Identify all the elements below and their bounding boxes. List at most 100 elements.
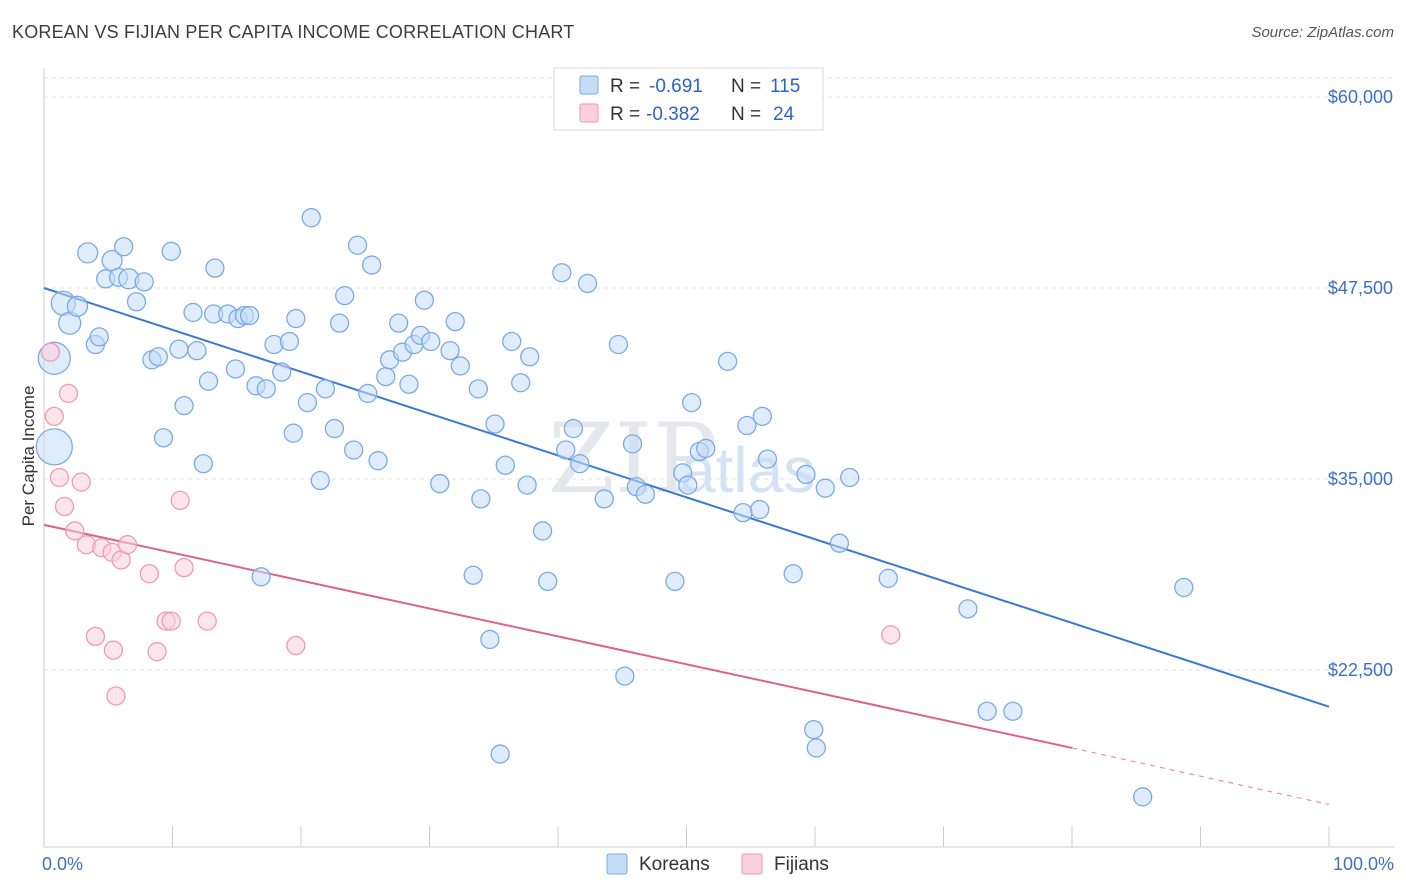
point-0-48	[347, 235, 368, 255]
point-0-98	[750, 499, 770, 520]
point-0-5	[77, 242, 99, 264]
point-0-31	[239, 305, 260, 326]
legend-n-label-koreans: N =	[731, 76, 761, 97]
trend-lines	[43, 287, 1330, 806]
point-1-2	[49, 467, 70, 488]
point-0-38	[283, 423, 303, 443]
point-0-107	[840, 467, 860, 488]
bottom-legend-swatch-koreans	[606, 853, 628, 875]
point-0-110	[977, 701, 997, 721]
point-0-23	[193, 454, 213, 474]
point-0-34	[256, 379, 276, 399]
point-0-24	[198, 371, 219, 391]
point-0-74	[517, 475, 537, 495]
point-0-88	[635, 484, 656, 504]
point-0-97	[737, 415, 757, 436]
point-0-21	[183, 302, 203, 323]
point-0-99	[757, 449, 778, 469]
point-0-26	[205, 258, 225, 278]
point-0-50	[362, 255, 382, 275]
point-0-65	[463, 565, 483, 585]
point-0-0	[35, 428, 73, 466]
y-tick-label-3: $22,500	[1328, 660, 1393, 680]
point-1-6	[71, 472, 91, 492]
point-0-84	[608, 334, 629, 355]
point-0-92	[681, 392, 702, 413]
point-0-37	[279, 331, 300, 352]
point-1-19	[170, 490, 190, 511]
trend-line-0	[43, 287, 1330, 708]
point-1-23	[881, 625, 901, 645]
y-axis-label: Per Capita Income	[19, 386, 38, 527]
trend-line-dashed-1	[1071, 747, 1330, 806]
point-0-11	[114, 237, 134, 257]
point-1-15	[139, 564, 160, 584]
point-0-51	[368, 451, 388, 471]
point-1-22	[286, 635, 306, 656]
gridlines	[44, 77, 1394, 671]
point-0-39	[286, 308, 306, 329]
point-0-101	[783, 564, 803, 584]
point-0-64	[450, 356, 470, 376]
legend-n-value-koreans: 115	[770, 76, 800, 97]
point-0-19	[169, 339, 189, 359]
point-0-100	[752, 406, 772, 427]
point-0-61	[430, 473, 450, 494]
point-0-18	[161, 241, 181, 261]
point-1-21	[197, 611, 217, 631]
point-0-78	[552, 263, 572, 283]
point-1-4	[58, 383, 79, 404]
point-0-36	[272, 362, 292, 382]
trend-line-1	[43, 523, 1073, 749]
y-tick-label-2: $35,000	[1328, 469, 1393, 489]
legend-r-value-fijians: -0.382	[646, 104, 700, 125]
point-0-14	[134, 272, 154, 292]
point-0-59	[414, 290, 435, 310]
bottom-legend-label-fijians: Fijians	[774, 854, 829, 875]
point-0-13	[126, 292, 147, 312]
point-0-103	[804, 719, 824, 740]
point-0-76	[532, 521, 553, 541]
chart-source: Source: ZipAtlas.com	[1251, 24, 1394, 41]
point-0-66	[468, 379, 488, 399]
point-0-104	[806, 738, 826, 758]
chart-title: KOREAN VS FIJIAN PER CAPITA INCOME CORRE…	[12, 22, 575, 42]
point-1-0	[40, 342, 61, 362]
point-0-54	[389, 313, 409, 333]
point-0-95	[717, 351, 738, 371]
data-points	[35, 208, 1194, 807]
point-0-62	[440, 340, 460, 361]
point-0-45	[329, 313, 350, 333]
x-tick-label-left: 0.0%	[42, 854, 83, 874]
point-0-60	[421, 331, 441, 352]
point-0-17	[153, 428, 174, 448]
point-0-68	[480, 629, 500, 650]
x-tick-label-right: 100.0%	[1333, 854, 1394, 874]
point-0-91	[678, 475, 698, 495]
point-0-113	[1174, 577, 1194, 598]
legend: R = -0.691 N = 115 R = -0.382 N = 24	[553, 67, 824, 131]
point-0-77	[538, 571, 558, 592]
point-0-111	[1003, 701, 1023, 721]
point-0-56	[399, 374, 419, 394]
point-0-86	[622, 434, 643, 454]
legend-r-label-fijians: R =	[610, 104, 640, 125]
y-tick-label-0: $60,000	[1328, 87, 1393, 107]
point-0-109	[958, 599, 978, 619]
point-0-106	[829, 533, 850, 553]
point-0-112	[1133, 787, 1153, 807]
point-1-11	[103, 640, 124, 660]
y-tick-label-1: $47,500	[1328, 278, 1393, 298]
point-0-81	[570, 454, 590, 474]
bottom-legend: Koreans Fijians	[606, 853, 829, 875]
legend-n-value-fijians: 24	[773, 104, 795, 125]
point-0-41	[301, 208, 321, 228]
point-0-80	[563, 418, 584, 439]
point-1-16	[147, 642, 167, 662]
point-1-3	[54, 496, 75, 517]
point-0-102	[796, 464, 816, 485]
point-0-96	[733, 502, 753, 523]
point-0-82	[577, 273, 598, 294]
point-0-73	[511, 373, 531, 393]
legend-r-label-koreans: R =	[610, 76, 640, 97]
